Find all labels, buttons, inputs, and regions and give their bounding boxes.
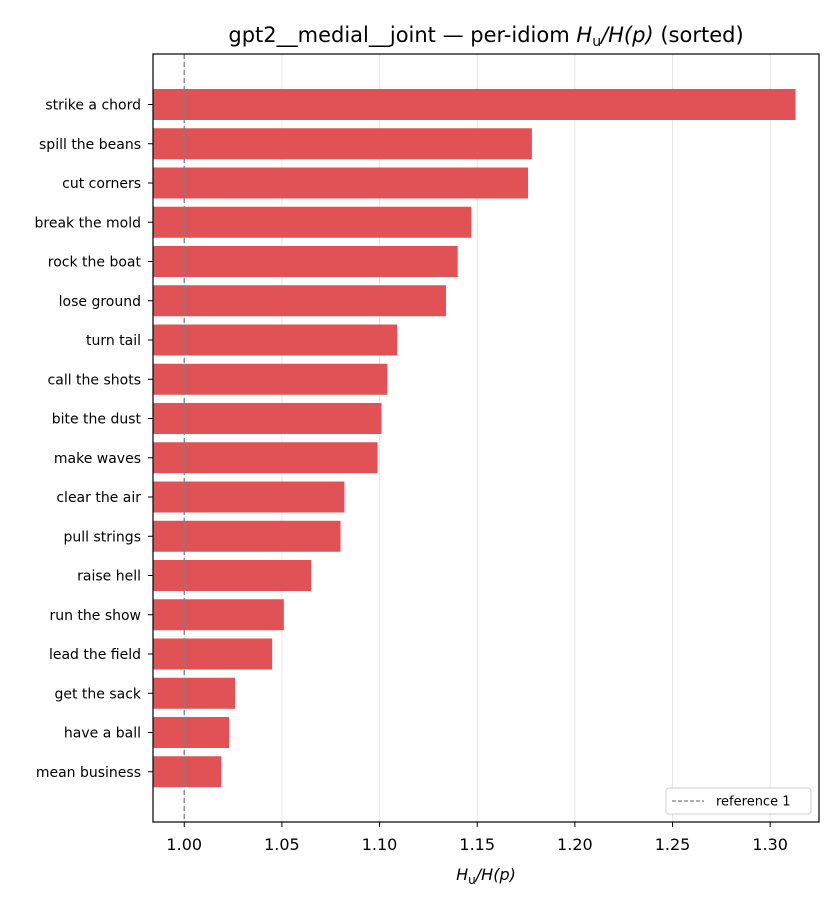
bar — [153, 717, 230, 748]
y-tick-label: call the shots — [48, 372, 141, 388]
bar — [153, 599, 284, 631]
y-tick-label: get the sack — [54, 686, 141, 702]
y-tick-label: make waves — [54, 451, 141, 467]
y-tick-label: clear the air — [56, 490, 141, 506]
plot-frame — [152, 53, 820, 823]
legend-box — [665, 787, 812, 815]
bar — [153, 403, 382, 434]
bar — [153, 89, 796, 120]
y-tick-label: bite the dust — [52, 412, 142, 428]
y-tick-label: turn tail — [86, 333, 141, 349]
x-axis-label: Hu/H(p) — [456, 865, 516, 887]
x-tick-label: 1.30 — [752, 835, 788, 854]
bar — [153, 167, 528, 199]
bar — [153, 128, 532, 160]
bar — [153, 246, 458, 277]
x-tick-labels: 1.00 1.05 1.10 1.15 1.20 1.25 1.30 — [166, 822, 788, 854]
y-tick-label: have a ball — [64, 726, 141, 742]
y-tick-label: run the show — [49, 608, 141, 624]
bar — [153, 520, 341, 552]
y-tick-label: raise hell — [77, 569, 141, 585]
bars — [153, 89, 796, 788]
x-tick-label: 1.10 — [362, 835, 398, 854]
x-tick-label: 1.05 — [264, 835, 300, 854]
bar — [153, 442, 378, 474]
bar — [153, 638, 273, 670]
y-tick-label: cut corners — [62, 176, 141, 192]
bar — [153, 206, 472, 238]
x-tick-label: 1.15 — [459, 835, 495, 854]
bar — [153, 324, 398, 356]
y-tick-label: lead the field — [49, 647, 141, 663]
legend-label: reference 1 — [716, 795, 790, 810]
bar — [153, 481, 345, 513]
y-tick-label: pull strings — [64, 529, 141, 545]
x-tick-label: 1.25 — [655, 835, 691, 854]
chart-title: gpt2__medial__joint — per-idiom Hu/H(p) … — [228, 23, 743, 50]
bar — [153, 677, 236, 709]
y-tick-label: spill the beans — [39, 137, 141, 153]
y-tick-label: strike a chord — [45, 98, 141, 114]
bar — [153, 285, 446, 317]
x-tick-label: 1.00 — [166, 835, 202, 854]
legend: reference 1 — [665, 787, 812, 815]
bar — [153, 756, 222, 788]
y-tick-labels: strike a chord spill the beans cut corners… — [35, 98, 153, 781]
y-tick-label: break the mold — [35, 215, 142, 231]
bar — [153, 560, 312, 591]
y-tick-label: lose ground — [59, 294, 141, 310]
x-tick-label: 1.20 — [557, 835, 593, 854]
bar — [153, 363, 388, 395]
y-tick-label: mean business — [36, 765, 141, 781]
y-tick-label: rock the boat — [48, 255, 142, 271]
